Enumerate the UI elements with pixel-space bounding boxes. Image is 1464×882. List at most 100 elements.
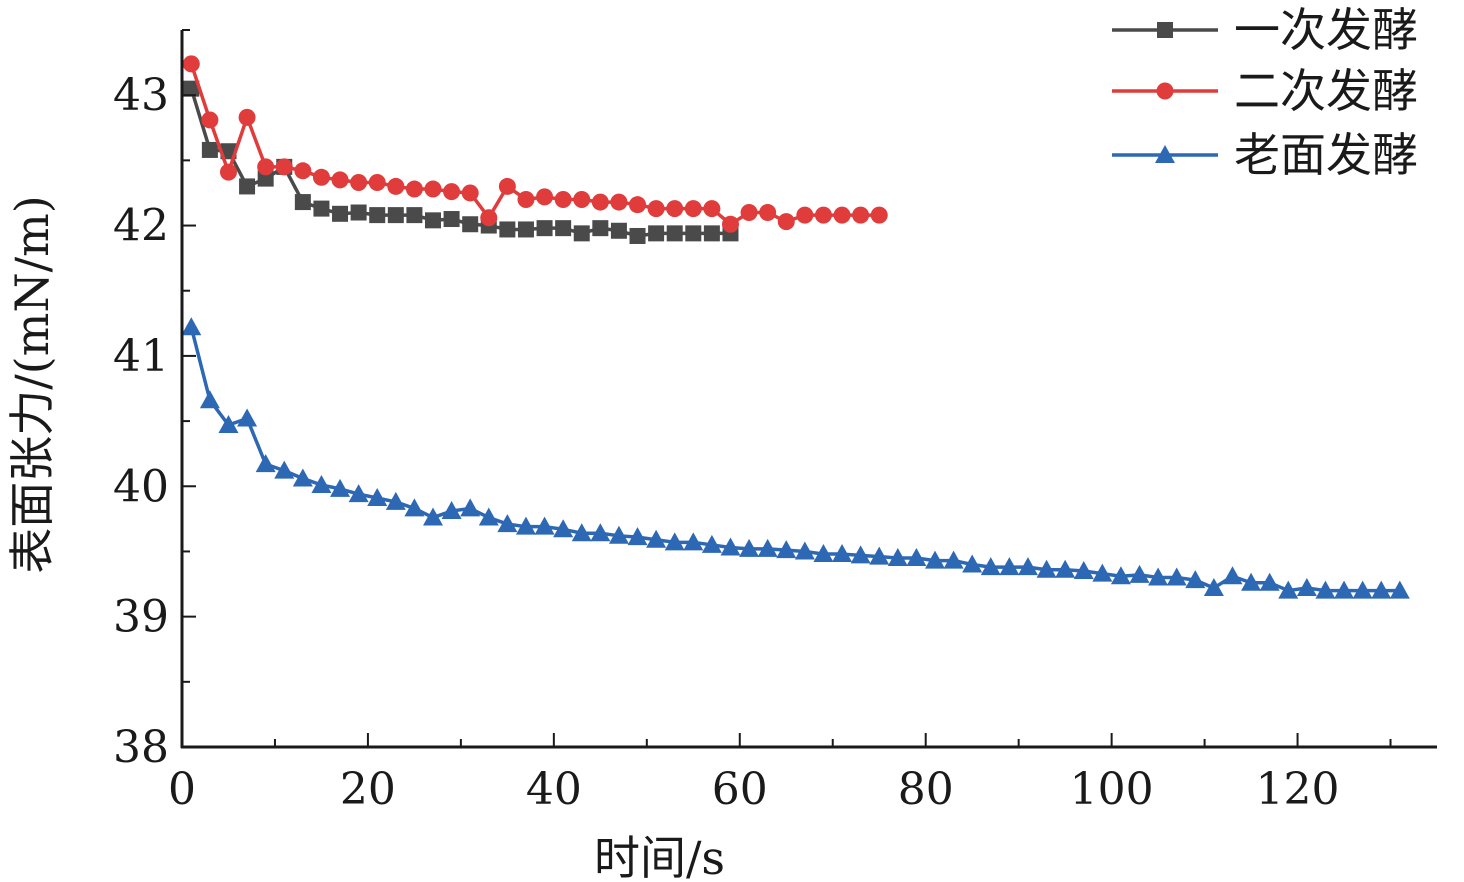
- data-point: [666, 225, 683, 242]
- data-point: [480, 209, 498, 227]
- data-point: [1315, 580, 1336, 599]
- x-tick-label: 0: [168, 764, 196, 815]
- data-point: [201, 141, 218, 158]
- data-point: [610, 222, 627, 239]
- data-point: [294, 194, 311, 211]
- data-point: [239, 178, 256, 195]
- data-point: [292, 468, 313, 487]
- legend-item: 老面发酵: [1112, 128, 1418, 182]
- data-point: [906, 547, 927, 566]
- data-point: [332, 205, 349, 222]
- data-point: [852, 206, 870, 224]
- y-axis-title: 表面张力/(mN/m): [5, 195, 59, 573]
- data-point: [311, 474, 332, 493]
- data-point: [219, 163, 237, 181]
- data-point: [515, 516, 536, 535]
- data-point: [497, 514, 518, 533]
- data-point: [201, 111, 219, 129]
- data-point: [1185, 570, 1206, 589]
- data-point: [720, 537, 741, 556]
- data-point: [962, 554, 983, 573]
- data-point: [794, 541, 815, 560]
- data-point: [1203, 577, 1224, 596]
- data-point: [999, 557, 1020, 576]
- legend-marker: [1155, 145, 1175, 163]
- data-point: [573, 190, 591, 208]
- data-point: [536, 188, 554, 206]
- data-point: [796, 206, 814, 224]
- data-point: [406, 207, 423, 224]
- data-point: [740, 204, 758, 222]
- data-point: [423, 507, 443, 526]
- data-point: [980, 557, 1001, 576]
- data-point: [833, 206, 851, 224]
- data-point: [813, 544, 834, 563]
- x-tick-label: 40: [526, 764, 582, 815]
- data-point: [350, 174, 368, 192]
- data-point: [925, 550, 945, 569]
- data-point: [629, 196, 647, 214]
- data-point: [757, 538, 778, 557]
- series-line: [189, 326, 1400, 593]
- legend-label: 一次发酵: [1234, 3, 1418, 57]
- x-tick-label: 100: [1070, 764, 1154, 815]
- legend-marker: [1157, 22, 1173, 38]
- data-point: [1129, 564, 1150, 583]
- data-point: [573, 225, 590, 242]
- data-point: [517, 190, 535, 208]
- data-point: [1389, 580, 1410, 599]
- series-3: [181, 317, 1410, 599]
- data-point: [274, 460, 295, 479]
- data-point: [348, 484, 369, 503]
- data-point: [199, 390, 220, 409]
- data-point: [591, 193, 609, 211]
- data-point: [869, 546, 890, 565]
- x-tick-label: 120: [1256, 764, 1340, 815]
- data-point: [499, 221, 516, 238]
- data-point: [368, 174, 386, 192]
- data-point: [664, 532, 685, 551]
- data-point: [1036, 559, 1057, 578]
- data-point: [369, 207, 386, 224]
- data-point: [257, 158, 275, 176]
- data-point: [1334, 580, 1355, 599]
- data-point: [462, 216, 479, 233]
- data-point: [684, 200, 702, 218]
- data-point: [387, 177, 405, 195]
- data-point: [739, 538, 760, 557]
- data-point: [385, 491, 406, 510]
- data-point: [182, 55, 200, 73]
- data-point: [608, 525, 629, 544]
- data-point: [478, 507, 499, 526]
- data-point: [350, 204, 367, 221]
- data-point: [703, 225, 720, 242]
- data-point: [776, 540, 797, 559]
- data-point: [721, 215, 739, 233]
- data-point: [498, 177, 516, 195]
- data-point: [832, 544, 853, 563]
- data-point: [592, 220, 609, 237]
- data-point: [683, 532, 704, 551]
- data-point: [777, 213, 795, 231]
- data-point: [1352, 580, 1373, 599]
- data-point: [1148, 567, 1169, 586]
- data-point: [387, 207, 404, 224]
- x-tick-label: 80: [898, 764, 954, 815]
- series-line: [189, 63, 880, 226]
- data-point: [1055, 559, 1076, 578]
- data-point: [703, 200, 721, 218]
- data-point: [629, 227, 646, 244]
- data-point: [555, 220, 572, 237]
- data-point: [759, 204, 777, 222]
- data-point: [590, 523, 611, 542]
- legend-marker: [1156, 82, 1174, 100]
- data-point: [646, 529, 667, 548]
- data-point: [1371, 580, 1392, 599]
- data-point: [404, 498, 425, 517]
- data-point: [330, 478, 351, 497]
- y-tick-label: 40: [113, 461, 169, 512]
- data-point: [666, 200, 684, 218]
- data-point: [218, 415, 239, 434]
- data-point: [238, 108, 256, 126]
- data-point: [1092, 563, 1113, 582]
